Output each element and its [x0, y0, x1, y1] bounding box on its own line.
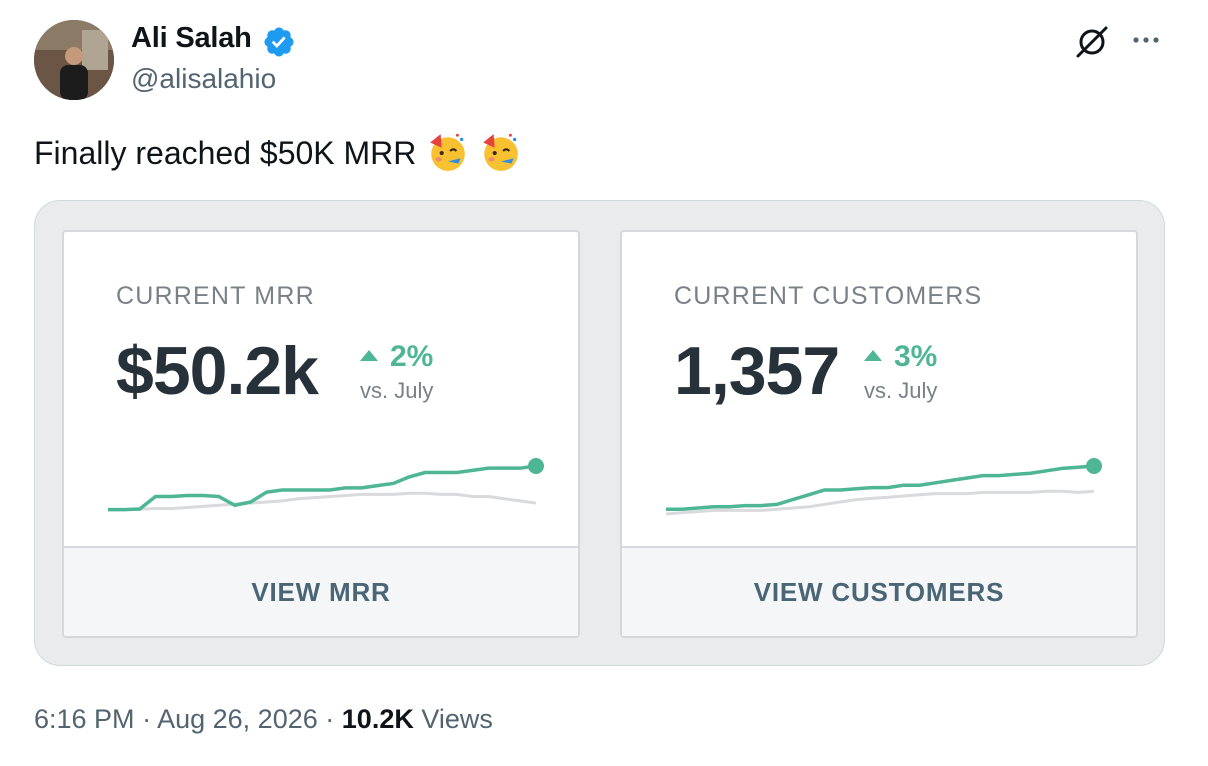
current-period-line: [666, 464, 1095, 511]
verified-badge-icon: [264, 27, 294, 57]
meta-separator: ·: [325, 704, 335, 734]
delta-value: 3%: [894, 340, 938, 373]
views-count: 10.2K: [341, 704, 414, 734]
previous-period-line: [108, 491, 537, 512]
delta-badge: 2%: [360, 340, 433, 374]
metric-label: CURRENT CUSTOMERS: [674, 282, 983, 310]
meta-separator: ·: [142, 704, 152, 734]
avatar[interactable]: [34, 20, 114, 100]
mrr-sparkline: [108, 458, 544, 512]
up-arrow-icon: [864, 350, 882, 361]
author-name[interactable]: Ali Salah: [131, 22, 252, 54]
previous-period-line: [665, 489, 1095, 516]
tweet-body: Finally reached $50K MRR: [34, 135, 417, 171]
author-handle[interactable]: @alisalahio: [131, 63, 277, 94]
delta-comparison: vs. July: [360, 378, 434, 403]
metric-value: $50.2k: [116, 333, 319, 409]
tweet-meta: 6:16 PM · Aug 26, 2026 · 10.2K Views: [34, 704, 493, 735]
view-customers-button[interactable]: VIEW CUSTOMERS: [622, 546, 1136, 636]
delta-comparison: vs. July: [864, 378, 938, 403]
grok-icon[interactable]: [1074, 24, 1110, 60]
view-mrr-button[interactable]: VIEW MRR: [64, 546, 578, 636]
avatar-image: [34, 20, 114, 100]
current-value-dot: [528, 458, 544, 474]
partying-face-emoji-icon: [483, 133, 518, 171]
partying-face-emoji-icon: [430, 133, 466, 171]
current-value-dot: [1086, 458, 1102, 474]
metric-label: CURRENT MRR: [116, 282, 315, 310]
delta-value: 2%: [390, 340, 434, 373]
customers-card: CURRENT CUSTOMERS 1,357 3% vs. July VIEW…: [620, 230, 1138, 638]
delta-badge: 3%: [864, 340, 937, 374]
current-period-line: [108, 464, 537, 512]
tweet-date[interactable]: Aug 26, 2026: [157, 704, 318, 734]
customers-sparkline: [665, 458, 1102, 516]
tweet-time[interactable]: 6:16 PM: [34, 704, 135, 734]
up-arrow-icon: [360, 350, 378, 361]
more-options-icon[interactable]: [1128, 28, 1164, 52]
views-label: Views: [421, 704, 493, 734]
tweet-text: Finally reached $50K MRR: [34, 131, 522, 173]
metric-value: 1,357: [674, 333, 840, 409]
mrr-card: CURRENT MRR $50.2k 2% vs. July VIEW MRR: [62, 230, 580, 638]
